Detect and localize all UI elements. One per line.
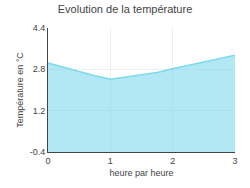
svg-text:1.2: 1.2 [33,106,46,116]
svg-text:4.4: 4.4 [33,23,46,33]
svg-text:0: 0 [45,156,50,166]
svg-text:1: 1 [108,156,113,166]
svg-text:3: 3 [232,156,237,166]
svg-text:Température en °C: Température en °C [15,52,25,128]
svg-text:2: 2 [170,156,175,166]
svg-text:Evolution de la température: Evolution de la température [58,3,193,15]
svg-text:2.8: 2.8 [33,64,46,74]
svg-text:-0.4: -0.4 [30,147,46,157]
svg-text:heure par heure: heure par heure [109,168,173,178]
